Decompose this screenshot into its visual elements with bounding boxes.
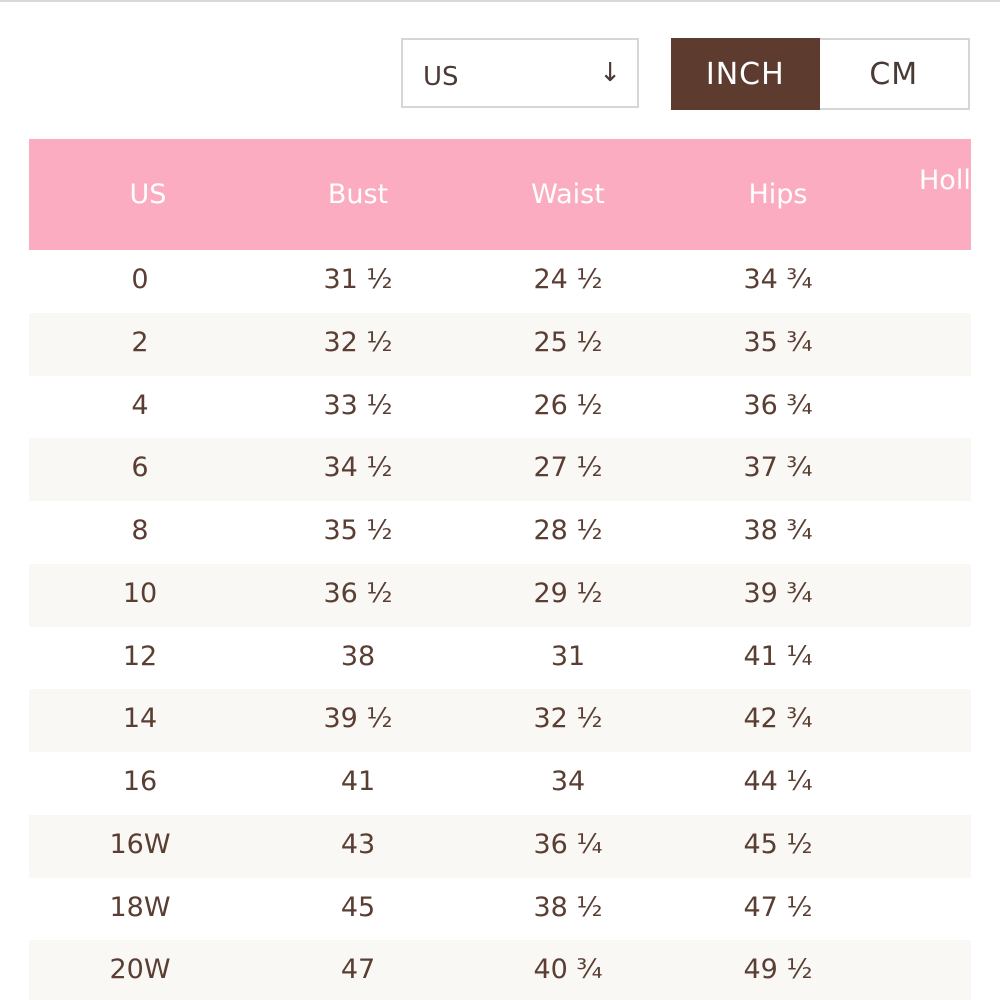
cell-size: 16W	[109, 828, 171, 860]
cell-size: 10	[122, 577, 158, 609]
cell-waist: 32 ½	[533, 703, 603, 735]
cell-bust: 41	[340, 766, 376, 797]
header-us: US	[129, 179, 167, 210]
cell-size: 14	[122, 703, 158, 735]
cell-hips: 42 ¾	[743, 703, 813, 735]
cell-hips: 37 ¾	[743, 452, 813, 484]
cell-waist: 24 ½	[533, 264, 603, 295]
cell-size: 18W	[109, 891, 171, 923]
cell-size: 16	[122, 766, 158, 797]
cell-hips: 36 ¾	[743, 389, 813, 421]
table-row: 12 38 31 41 ¼	[29, 627, 971, 690]
cell-bust: 31 ½	[323, 264, 393, 295]
table-row: 2 32 ½ 25 ½ 35 ¾	[29, 312, 971, 376]
table-row: 0 31 ½ 24 ½ 34 ¾	[29, 250, 971, 313]
cell-size: 8	[131, 515, 149, 546]
cell-hips: 45 ½	[743, 828, 813, 860]
size-chart-table: US Bust Waist Hips Holl 0 31 ½ 24 ½ 34 ¾ 2 32…	[29, 139, 971, 1000]
header-hips: Hips	[748, 179, 808, 210]
table-row: 16W 43 36 ¼ 45 ½	[29, 814, 971, 878]
header-waist: Waist	[531, 179, 605, 210]
cell-bust: 35 ½	[323, 515, 393, 546]
cell-waist: 31	[550, 640, 586, 672]
cell-hips: 44 ¼	[743, 766, 813, 797]
table-row: 14 39 ½ 32 ½ 42 ¾	[29, 689, 971, 753]
cell-size: 12	[122, 640, 158, 672]
arrow-down-icon: ↓	[599, 58, 621, 88]
cell-hips: 47 ½	[743, 891, 813, 923]
cell-size: 20W	[109, 954, 171, 986]
cell-bust: 36 ½	[323, 577, 393, 609]
cell-waist: 27 ½	[533, 452, 603, 484]
size-region-select[interactable]: US ↓	[401, 38, 639, 108]
table-row: 4 33 ½ 26 ½ 36 ¾	[29, 376, 971, 439]
inch-button[interactable]: INCH	[671, 38, 820, 110]
cell-bust: 33 ½	[323, 389, 393, 421]
table-row: 16 41 34 44 ¼	[29, 752, 971, 815]
cell-bust: 39 ½	[323, 703, 393, 735]
cell-waist: 26 ½	[533, 389, 603, 421]
table-row: 20W 47 40 ¾ 49 ½	[29, 940, 971, 1000]
cell-waist: 34	[550, 766, 586, 797]
cell-size: 2	[131, 326, 149, 358]
cell-bust: 34 ½	[323, 452, 393, 484]
table-row: 10 36 ½ 29 ½ 39 ¾	[29, 563, 971, 627]
cell-hips: 39 ¾	[743, 577, 813, 609]
table-row: 18W 45 38 ½ 47 ½	[29, 878, 971, 941]
region-select-value: US	[423, 62, 459, 92]
cell-bust: 38	[340, 640, 376, 672]
header-hollow-truncated: Holl	[919, 165, 971, 196]
cell-waist: 25 ½	[533, 326, 603, 358]
cell-waist: 29 ½	[533, 577, 603, 609]
cell-hips: 49 ½	[743, 954, 813, 986]
cell-bust: 32 ½	[323, 326, 393, 358]
table-row: 8 35 ½ 28 ½ 38 ¾	[29, 501, 971, 564]
cell-size: 4	[131, 389, 149, 421]
cell-bust: 43	[340, 828, 376, 860]
cell-waist: 40 ¾	[533, 954, 603, 986]
unit-toggle: INCH CM	[671, 38, 970, 110]
cell-size: 0	[131, 264, 149, 295]
cell-hips: 38 ¾	[743, 515, 813, 546]
table-header: US Bust Waist Hips Holl	[29, 139, 971, 250]
cell-waist: 38 ½	[533, 891, 603, 923]
cell-hips: 41 ¼	[743, 640, 813, 672]
cell-hips: 35 ¾	[743, 326, 813, 358]
cm-button[interactable]: CM	[819, 40, 968, 108]
table-row: 6 34 ½ 27 ½ 37 ¾	[29, 438, 971, 502]
cell-bust: 45	[340, 891, 376, 923]
cell-waist: 36 ¼	[533, 828, 603, 860]
cell-bust: 47	[340, 954, 376, 986]
cell-waist: 28 ½	[533, 515, 603, 546]
cell-size: 6	[131, 452, 149, 484]
top-divider	[0, 0, 1000, 2]
header-bust: Bust	[327, 179, 389, 210]
cell-hips: 34 ¾	[743, 264, 813, 295]
